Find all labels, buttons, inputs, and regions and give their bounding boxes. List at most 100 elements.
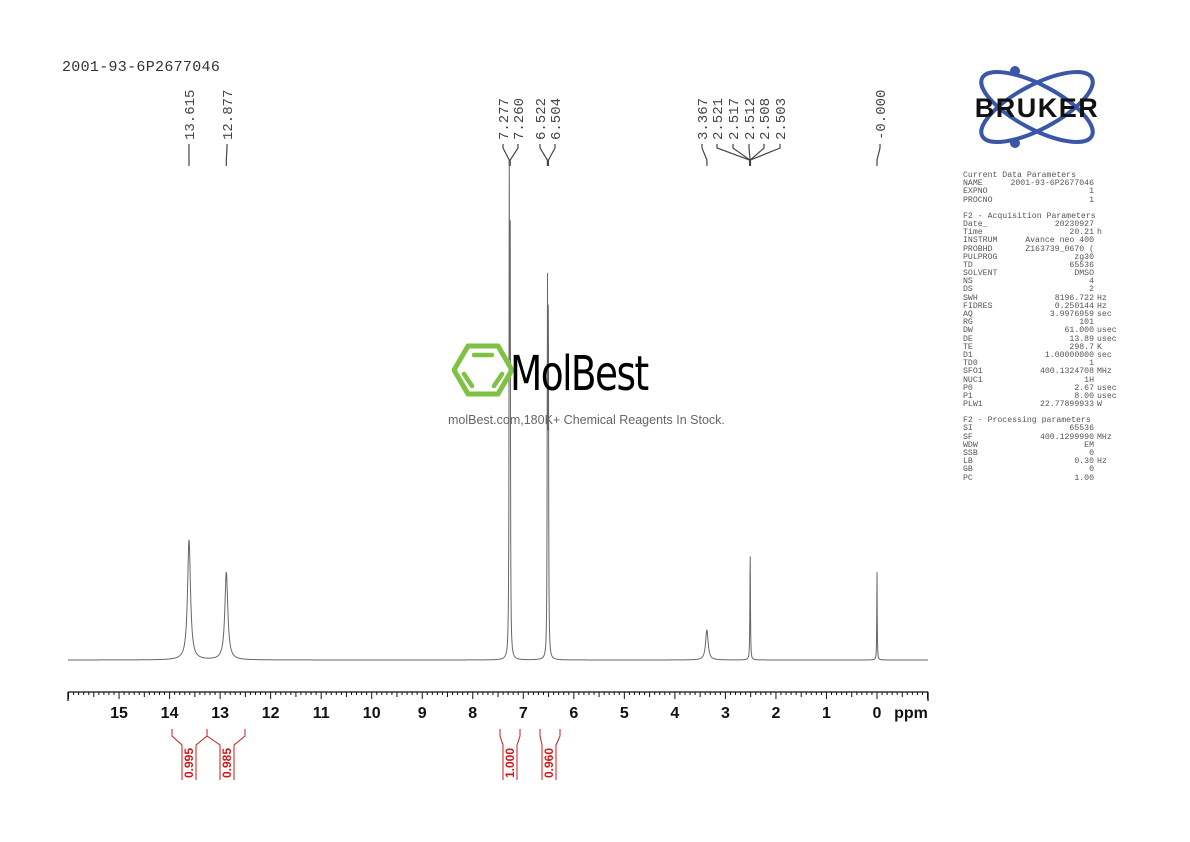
parameter-value: 4 [1089, 277, 1094, 287]
parameter-value: 101 [1079, 318, 1094, 328]
parameter-row: INSTRUM Avance neo 400 [963, 237, 1123, 245]
parameter-unit: Hz [1097, 301, 1107, 311]
parameter-value: 0.30 [1074, 457, 1094, 467]
parameter-value: 3.9976959 [1049, 310, 1094, 320]
sample-name: 2001-93-6P2677046 [62, 59, 221, 76]
parameter-key: DE [963, 334, 973, 344]
axis-tick-label: 14 [161, 705, 179, 722]
parameter-key: FIDRES [963, 301, 993, 311]
current-data-parameters: Current Data Parameters NAME 2001-93-6P26… [963, 171, 1123, 205]
parameter-key: SF [963, 432, 973, 442]
parameter-key: SWH [963, 293, 978, 303]
parameter-row: TD 65536 [963, 260, 1123, 270]
peak-shift-label: 7.260 [512, 98, 528, 140]
parameter-value: 2 [1089, 285, 1094, 295]
bruker-logo: BRUKER [955, 63, 1120, 153]
peak-leader-line [749, 144, 781, 166]
axis-tick-label: 4 [670, 705, 679, 722]
acquisition-parameters: F2 - Acquisition Parameters Date_ 2023092… [963, 211, 1123, 410]
section-title: Current Data Parameters [963, 171, 1077, 180]
parameter-value: 400.1324708 [1039, 367, 1094, 377]
peak-shift-label: 12.877 [221, 90, 237, 140]
molbest-watermark: MolBest molBest.com,180K+ Chemical Reage… [448, 340, 748, 430]
peak-leader-line [547, 144, 556, 166]
spectrum-line [68, 162, 928, 661]
parameter-key: SI [963, 424, 973, 434]
axis-tick-label: 12 [262, 705, 280, 722]
parameter-key: DW [963, 326, 973, 336]
integral-annotations: 0.995 0.985 1.000 0.960 [171, 729, 561, 780]
parameter-unit: sec [1097, 310, 1112, 320]
peak-shift-label: 2.503 [774, 98, 790, 140]
spectrum-trace [68, 162, 928, 661]
parameter-row: Date_ 20230927 [963, 219, 1123, 229]
parameter-key: PULPROG [963, 252, 998, 262]
parameter-unit [1094, 254, 1123, 262]
parameter-row: NS 4 [963, 278, 1123, 286]
peak-shift-label: 7.277 [497, 98, 513, 140]
parameter-unit: usec [1097, 334, 1117, 344]
parameter-value: 1 [1089, 187, 1094, 197]
parameter-key: SOLVENT [963, 269, 998, 279]
parameter-row: P0 2.67 usec [963, 383, 1123, 393]
axis-tick-label: 15 [110, 705, 128, 722]
parameter-key: NAME [963, 179, 983, 189]
parameter-key: PC [963, 473, 973, 483]
parameter-value: 65536 [1069, 260, 1094, 270]
axis-tick-label: 13 [211, 705, 229, 722]
peak-shift-label: 2.521 [711, 98, 727, 140]
parameter-value: 8196.722 [1054, 293, 1094, 303]
benzene-logo-icon [452, 343, 514, 397]
parameter-row: TE 298.7 K [963, 342, 1123, 352]
parameter-key: NUC1 [963, 375, 983, 385]
section-title: F2 - Acquisition Parameters [963, 211, 1096, 221]
parameter-unit [1094, 197, 1123, 205]
parameter-row: SOLVENT DMSO [963, 269, 1123, 279]
parameter-unit: MHz [1097, 432, 1112, 442]
parameter-unit: Hz [1097, 457, 1107, 467]
section-title: F2 - Processing parameters [963, 416, 1091, 426]
ppm-axis: 15 14 13 12 11 10 9 8 7 6 5 4 3 2 1 0 ppm [67, 691, 929, 722]
parameter-key: SFO1 [963, 367, 983, 377]
parameter-key: RG [963, 318, 973, 328]
axis-tick-label: 9 [418, 705, 427, 722]
parameter-row: P1 8.00 usec [963, 392, 1123, 401]
parameter-value: 20230927 [1054, 219, 1094, 229]
peak-labels: 13.615 12.877 7.277 7.260 6.522 6.504 3.367 2.5… [183, 90, 890, 166]
parameter-value: 65536 [1069, 424, 1094, 434]
parameter-unit: MHz [1097, 367, 1112, 377]
peak-shift-label: 6.504 [549, 98, 565, 140]
peak-leader-line [539, 144, 548, 166]
parameter-key: TE [963, 342, 973, 352]
parameter-value: Z163739_0670 ( [1025, 244, 1094, 254]
peak-leader-line [701, 144, 708, 166]
axis-tick-label: 7 [519, 705, 528, 722]
peak-leader-line [876, 144, 881, 166]
bruker-wordmark: BRUKER [975, 93, 1100, 123]
axis-tick-label: 1 [822, 705, 831, 722]
parameter-row: AQ 3.9976959 sec [963, 310, 1123, 320]
parameter-value: 400.1299990 [1039, 432, 1094, 442]
integral-value: 1.000 [503, 748, 517, 778]
parameter-value: 1.00 [1074, 473, 1094, 483]
watermark-tagline: molBest.com,180K+ Chemical Reagents In S… [448, 413, 725, 427]
parameter-row: RG 101 [963, 319, 1123, 327]
parameter-key: D1 [963, 350, 973, 360]
parameter-key: NS [963, 277, 973, 287]
integral-value: 0.960 [542, 748, 556, 778]
parameter-value: 298.7 [1069, 342, 1094, 352]
parameter-value: 2.67 [1074, 383, 1094, 393]
parameter-value: DMSO [1074, 269, 1094, 279]
peak-leader-line [502, 144, 510, 166]
integral-value: 0.985 [220, 748, 234, 778]
parameter-value: 61.000 [1064, 326, 1094, 336]
axis-tick-label: 8 [468, 705, 477, 722]
parameter-unit [1094, 442, 1123, 450]
peak-shift-label: 6.522 [534, 98, 550, 140]
parameter-row: SF 400.1299990 MHz [963, 432, 1123, 442]
parameter-unit: sec [1097, 350, 1112, 360]
peak-shift-label: 13.615 [183, 90, 199, 140]
parameter-key: EXPNO [963, 187, 988, 197]
axis-tick-label: 5 [620, 705, 629, 722]
parameter-key: SSB [963, 449, 978, 459]
